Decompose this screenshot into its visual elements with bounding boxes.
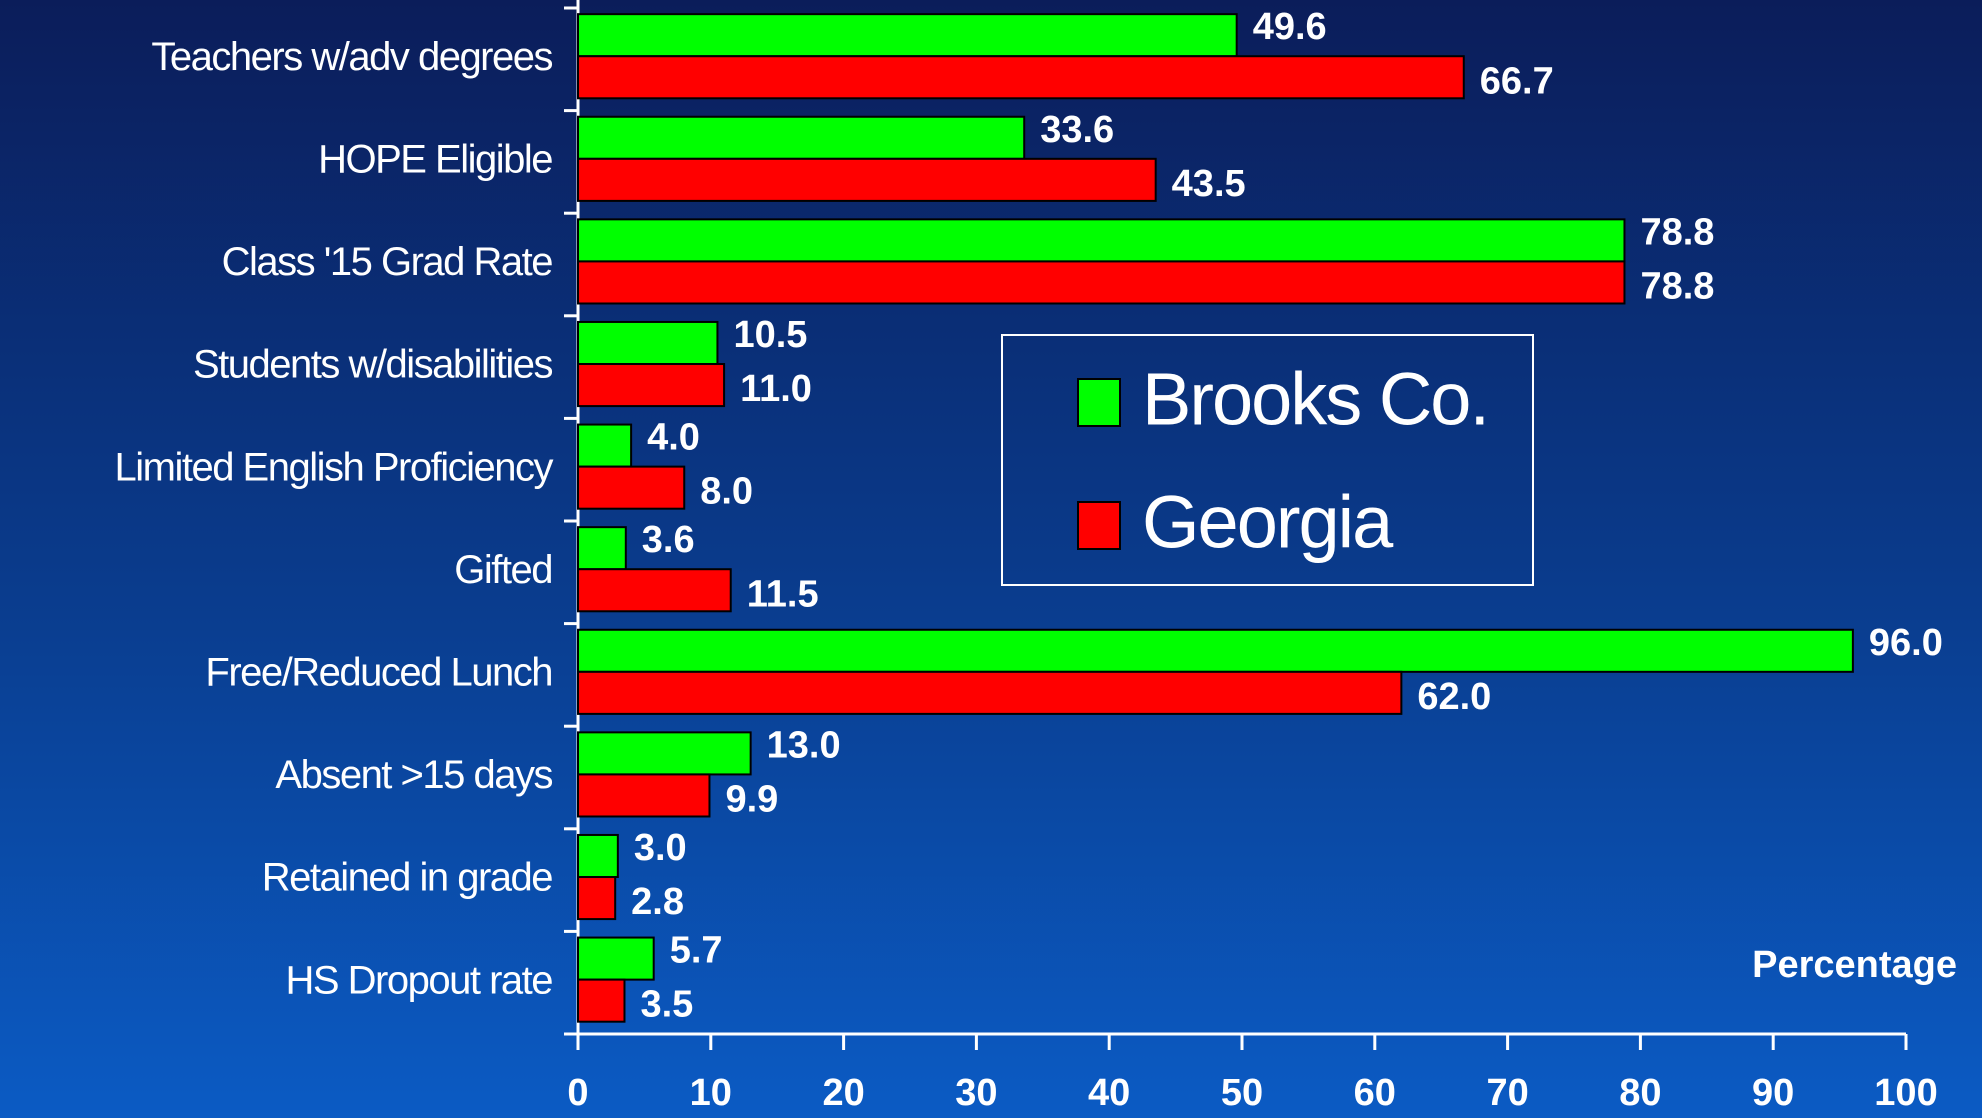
y-tick-label: Teachers w/adv degrees (151, 35, 552, 79)
x-tick-label: 20 (822, 1072, 864, 1114)
value-label: 49.6 (1253, 6, 1327, 48)
bar (577, 465, 686, 510)
bar (577, 260, 1626, 305)
bar (577, 833, 619, 879)
bar (577, 55, 1465, 100)
bar (577, 936, 655, 981)
y-tick-label: Class '15 Grad Rate (222, 240, 553, 284)
x-tick-label: 60 (1354, 1072, 1396, 1114)
x-tick-label: 80 (1619, 1072, 1661, 1114)
bar (577, 568, 732, 613)
value-label: 11.5 (747, 573, 819, 615)
bar (577, 526, 627, 571)
y-tick-label: Free/Reduced Lunch (205, 650, 552, 694)
bar (577, 628, 1854, 673)
value-label: 78.8 (1640, 211, 1714, 253)
bar (577, 320, 719, 366)
x-tick-label: 40 (1088, 1072, 1130, 1114)
x-tick-label: 30 (955, 1072, 997, 1114)
bar (577, 731, 752, 776)
x-axis-label: Percentage (1752, 944, 1957, 986)
bar (577, 876, 617, 921)
value-label: 8.0 (700, 471, 753, 513)
legend-swatch (1077, 378, 1121, 427)
y-tick-label: Limited English Proficiency (115, 445, 554, 489)
value-label: 66.7 (1480, 60, 1554, 102)
bar (577, 157, 1157, 202)
bar (577, 423, 633, 468)
x-tick-label: 10 (690, 1072, 732, 1114)
y-tick-label: HS Dropout rate (285, 958, 552, 1002)
value-label: 33.6 (1040, 109, 1114, 151)
value-label: 43.5 (1172, 163, 1246, 205)
value-label: 78.8 (1640, 265, 1714, 307)
x-tick-label: 100 (1874, 1072, 1937, 1114)
y-tick-label: HOPE Eligible (318, 137, 552, 181)
y-tick-label: Absent >15 days (275, 753, 552, 797)
bar (577, 978, 626, 1023)
x-tick-label: 0 (567, 1072, 588, 1114)
legend-box (1001, 334, 1534, 586)
bar (577, 363, 726, 408)
x-tick-label: 70 (1486, 1072, 1528, 1114)
value-label: 62.0 (1417, 676, 1491, 718)
bar (577, 773, 711, 818)
y-tick-label: Retained in grade (262, 856, 553, 900)
legend-label: Georgia (1142, 481, 1394, 564)
value-label: 3.5 (640, 984, 693, 1026)
x-tick-label: 90 (1752, 1072, 1794, 1114)
bar (577, 13, 1238, 58)
x-tick-label: 50 (1221, 1072, 1263, 1114)
y-tick-label: Gifted (454, 548, 552, 592)
value-label: 9.9 (725, 778, 778, 820)
value-label: 5.7 (670, 930, 723, 972)
value-label: 96.0 (1869, 622, 1943, 664)
value-label: 13.0 (767, 724, 841, 766)
bar (577, 218, 1626, 263)
legend-label: Brooks Co. (1142, 358, 1488, 441)
value-label: 10.5 (733, 314, 807, 356)
value-label: 3.0 (634, 827, 687, 869)
y-tick-label: Students w/disabilities (193, 343, 553, 387)
legend-swatch (1077, 501, 1121, 550)
bar (577, 115, 1026, 160)
bar (577, 670, 1403, 715)
value-label: 11.0 (740, 368, 812, 410)
value-label: 2.8 (631, 881, 684, 923)
value-label: 4.0 (647, 417, 700, 459)
value-label: 3.6 (642, 519, 695, 561)
